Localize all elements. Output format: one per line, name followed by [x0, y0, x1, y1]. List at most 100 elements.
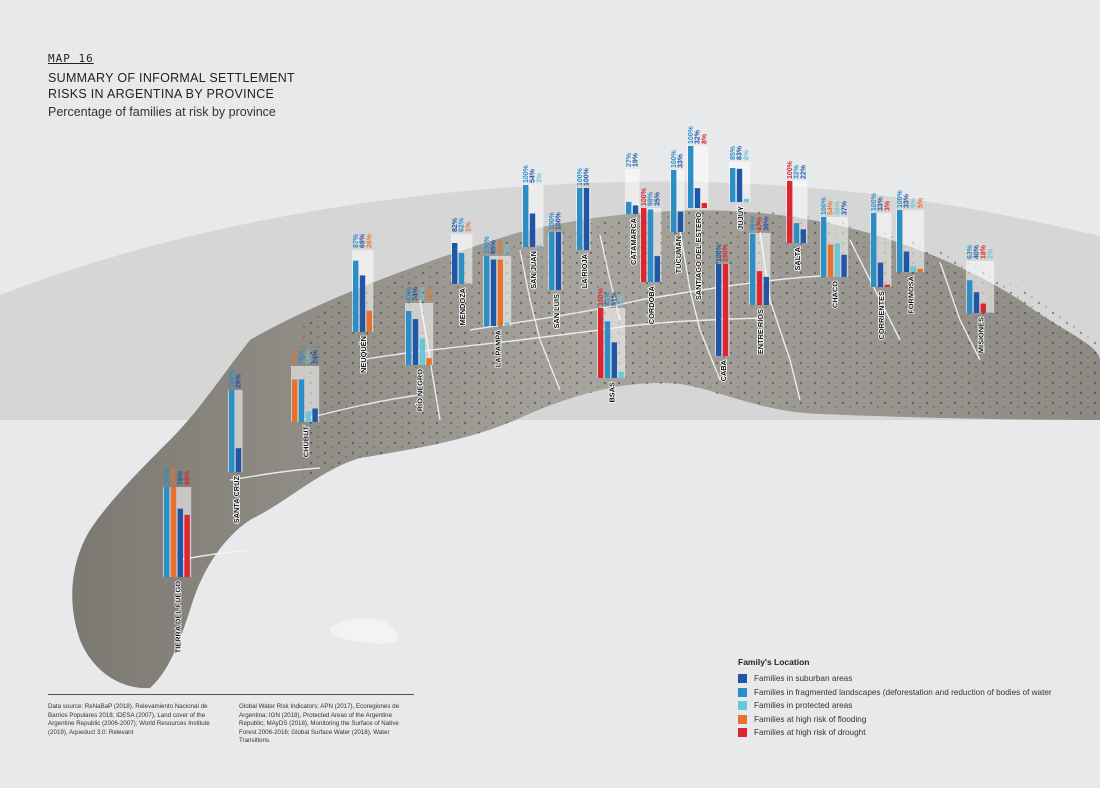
bar-value-label: 99% — [750, 216, 757, 231]
bar-fragmented — [688, 146, 694, 208]
bar-drought — [756, 271, 763, 305]
bar-fragmented — [484, 256, 490, 326]
bar-protected — [910, 266, 916, 272]
province-cluster: 100% 32% 8% SANTIAGO DEL ESTERO — [687, 125, 709, 301]
province-label: LA RIOJA — [580, 253, 589, 288]
legend-label: Families in fragmented landscapes (defor… — [754, 687, 1052, 697]
bar-value-label: 81% — [605, 291, 612, 306]
bar-suburban — [654, 256, 660, 282]
bar-fragmented — [298, 379, 305, 422]
province-cluster: 100% 33% 3% CORRIENTES — [870, 192, 892, 340]
bar-suburban — [736, 168, 743, 202]
bar-drought — [184, 514, 190, 577]
bar-flooding — [170, 487, 177, 577]
bar-suburban — [877, 262, 884, 287]
province-cluster: 100% 54% 3% SAN JUAN — [522, 164, 544, 290]
province-cluster: 100% 33% TUCUMÁN — [670, 149, 685, 274]
province-label: JUJUY — [736, 206, 745, 230]
bar-fragmented — [897, 210, 903, 272]
bar-value-label: 19% — [633, 152, 640, 167]
province-cluster: 82% 62% 1% MENDOZA — [451, 217, 473, 326]
province-cluster: 100% 81% 51% 9% BSAS — [597, 287, 625, 403]
bar-flooding — [292, 379, 298, 422]
province-label: NEUQUÉN — [359, 336, 368, 373]
province-label: MENDOZA — [458, 287, 467, 325]
bar-protected — [834, 243, 840, 277]
province-label: SANTA CRUZ — [232, 476, 241, 524]
province-label: TIERRA DEL FUEGO — [174, 581, 183, 654]
province-label: SANTIAGO DEL ESTERO — [694, 212, 703, 300]
bar-suburban — [611, 342, 617, 378]
bar-fragmented — [750, 233, 756, 305]
bar-suburban — [490, 259, 497, 326]
bar-value-label: 37% — [841, 200, 848, 215]
bar-fragmented — [549, 232, 555, 290]
map-title-line-1: SUMMARY OF INFORMAL SETTLEMENT — [48, 71, 295, 85]
province-label: SALTA — [793, 246, 802, 270]
bar-drought — [641, 208, 647, 282]
bar-suburban — [452, 243, 458, 284]
bar-suburban — [903, 251, 910, 272]
bar-fragmented — [626, 201, 632, 214]
bar-value-label: 100% — [723, 243, 730, 262]
province-label: CÓRDOBA — [647, 285, 656, 324]
bar-value-label: 5% — [917, 197, 924, 208]
bar-fragmented — [604, 321, 611, 378]
map-header: MAP 16 SUMMARY OF INFORMAL SETTLEMENT RI… — [48, 52, 295, 119]
bar-suburban — [632, 205, 639, 214]
bar-value-label: 100% — [671, 149, 678, 168]
bar-value-label: 87% — [353, 233, 360, 248]
province-cluster: 100% 98% 35% CÓRDOBA — [640, 187, 662, 325]
bar-value-label: 100% — [484, 235, 491, 254]
bar-value-label: 100% — [688, 125, 695, 144]
bar-value-label: 19% — [306, 349, 313, 364]
bar-value-label: 29% — [236, 373, 243, 388]
bar-value-label: 100% — [164, 466, 171, 485]
province-label: SAN JUAN — [529, 251, 538, 289]
bar-value-label: 2% — [987, 248, 994, 259]
legend-label: Families in protected areas — [754, 701, 853, 711]
province-label: CHACO — [831, 281, 840, 308]
legend-swatch — [738, 674, 747, 684]
legend-swatch — [738, 728, 747, 738]
data-sources: Data source: ReNaBaP (2018), Relevamient… — [48, 694, 414, 746]
bar-value-label: 100% — [598, 287, 605, 306]
bar-value-label: 54% — [530, 168, 537, 183]
legend-swatch — [738, 701, 747, 711]
bar-value-label: 100% — [171, 466, 178, 485]
bar-value-label: 27% — [626, 152, 633, 167]
bar-drought — [884, 284, 890, 287]
province-cluster: 99% 47% 39% ENTRE RÍOS — [749, 216, 771, 355]
bar-value-label: 51% — [612, 291, 619, 306]
province-label: CORRIENTES — [877, 291, 886, 340]
bar-fragmented — [458, 253, 465, 284]
bar-fragmented — [821, 217, 827, 277]
bar-suburban — [529, 213, 536, 247]
bar-drought — [701, 203, 707, 208]
province-label: SAN LUIS — [552, 294, 561, 329]
bar-flooding — [497, 259, 503, 326]
province-label: CATAMARCA — [629, 217, 638, 265]
bar-value-label: 100% — [897, 189, 904, 208]
bar-drought — [980, 303, 986, 313]
sources-col-1: Data source: ReNaBaP (2018), Relevamient… — [48, 703, 210, 736]
bar-value-label: 11% — [426, 287, 433, 301]
province-cluster: 100% 32% 22% SALTA — [786, 160, 808, 271]
bar-suburban — [800, 229, 806, 243]
bar-value-label: 3% — [885, 200, 892, 211]
bar-value-label: 63% — [967, 244, 974, 259]
province-cluster: 100% 100% CABA — [715, 243, 730, 382]
bar-value-label: 8% — [744, 149, 751, 160]
bar-fragmented — [647, 209, 654, 282]
legend-item-protected: Families in protected areas — [738, 699, 1052, 713]
falkland-islands — [330, 618, 398, 644]
bar-flooding — [426, 358, 432, 365]
bar-value-label: 8% — [702, 133, 709, 144]
province-label: BSAS — [608, 382, 617, 403]
province-cluster: 87% 69% 26% NEUQUÉN — [352, 233, 374, 374]
bar-value-label: 83% — [737, 145, 744, 160]
bar-suburban — [583, 188, 590, 250]
bar-value-label: 9% — [618, 295, 625, 306]
